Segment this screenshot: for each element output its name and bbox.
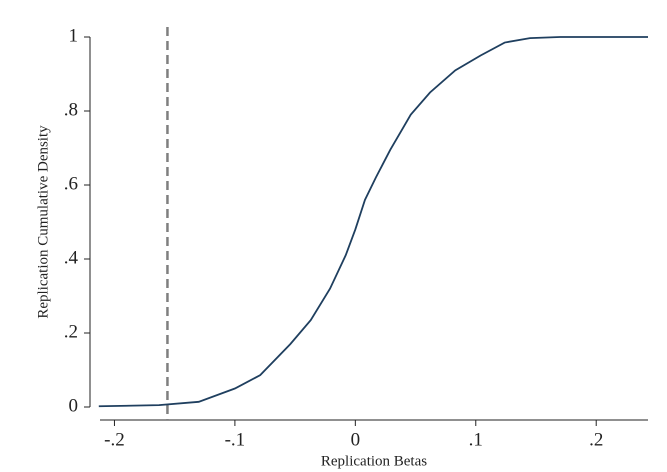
x-tick-label: .2 <box>589 429 603 450</box>
cdf-line <box>98 36 648 408</box>
y-tick-label: .8 <box>64 99 78 120</box>
y-tick-label: .2 <box>64 321 78 342</box>
y-tick-label: .6 <box>64 173 78 194</box>
x-tick-label: 0 <box>351 429 361 450</box>
x-tick-label: -.2 <box>104 429 125 450</box>
x-tick-label: .1 <box>469 429 483 450</box>
x-tick-label: -.1 <box>225 429 246 450</box>
y-tick-label: .4 <box>64 247 79 268</box>
y-axis-title: Replication Cumulative Density <box>35 125 51 319</box>
y-tick-label: 1 <box>69 25 79 46</box>
y-tick-label: 0 <box>69 395 79 416</box>
x-axis-title: Replication Betas <box>321 453 427 469</box>
